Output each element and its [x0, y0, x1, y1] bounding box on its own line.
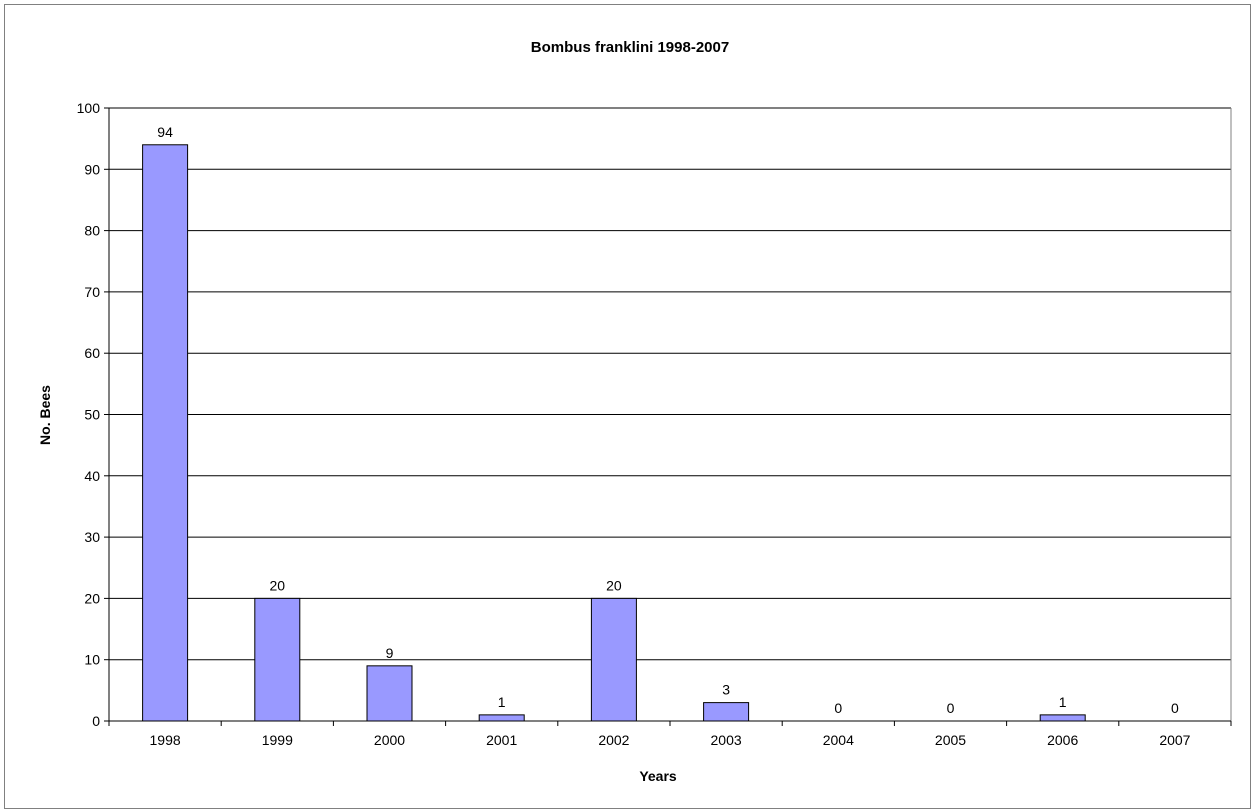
y-axis-ticks: 0 10 20 30 40 50 60 70 80 90 100 [77, 100, 109, 729]
y-tick-label: 50 [84, 407, 100, 423]
x-tick-label-2002: 2002 [598, 732, 629, 748]
chart-title: Bombus franklini 1998-2007 [531, 39, 729, 56]
data-labels: 94 20 9 1 20 3 0 0 1 0 [157, 124, 1179, 716]
bar-1999 [254, 597, 301, 722]
y-tick-label: 100 [77, 100, 101, 116]
bar-2001 [478, 714, 525, 722]
data-label-2004: 0 [834, 700, 842, 716]
data-label-2005: 0 [947, 700, 955, 716]
x-tick-label-2000: 2000 [374, 732, 405, 748]
x-tick-label-2001: 2001 [486, 732, 517, 748]
x-tick-label-2004: 2004 [823, 732, 854, 748]
data-label-2007: 0 [1171, 700, 1179, 716]
x-tick-label-1998: 1998 [150, 732, 181, 748]
bar-2006 [1039, 714, 1086, 722]
x-axis-title: Years [639, 768, 677, 784]
data-label-2002: 20 [606, 577, 622, 593]
data-label-2003: 3 [722, 682, 730, 698]
bar-2003 [703, 702, 750, 722]
y-tick-label: 0 [92, 713, 100, 729]
data-label-2000: 9 [386, 645, 394, 661]
y-tick-label: 10 [84, 652, 100, 668]
x-tick-label-2006: 2006 [1047, 732, 1078, 748]
bar-2000 [366, 665, 413, 722]
bar-2002 [590, 597, 637, 722]
x-tick-label-2003: 2003 [711, 732, 742, 748]
data-label-1999: 20 [270, 577, 286, 593]
x-tick-label-2005: 2005 [935, 732, 966, 748]
bars [142, 144, 1086, 722]
data-label-2001: 1 [498, 694, 506, 710]
y-tick-label: 70 [84, 284, 100, 300]
y-tick-label: 30 [84, 529, 100, 545]
y-tick-label: 80 [84, 223, 100, 239]
x-axis-ticks: 1998 1999 2000 2001 2002 2003 2004 2005 2006 2007 [108, 721, 1232, 748]
x-tick-label-2007: 2007 [1159, 732, 1190, 748]
y-tick-label: 60 [84, 345, 100, 361]
y-tick-label: 40 [84, 468, 100, 484]
bar-1998 [142, 144, 189, 722]
x-tick-label-1999: 1999 [262, 732, 293, 748]
data-label-1998: 94 [157, 124, 173, 140]
y-tick-label: 20 [84, 590, 100, 606]
y-axis-title: No. Bees [37, 385, 53, 445]
y-tick-label: 90 [84, 161, 100, 177]
data-label-2006: 1 [1059, 694, 1067, 710]
